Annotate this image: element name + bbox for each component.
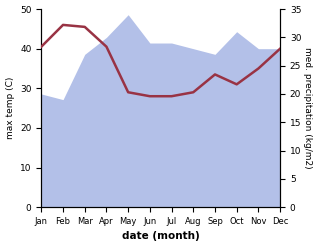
Y-axis label: med. precipitation (kg/m2): med. precipitation (kg/m2) [303, 47, 313, 169]
Y-axis label: max temp (C): max temp (C) [5, 77, 15, 139]
X-axis label: date (month): date (month) [122, 231, 200, 242]
